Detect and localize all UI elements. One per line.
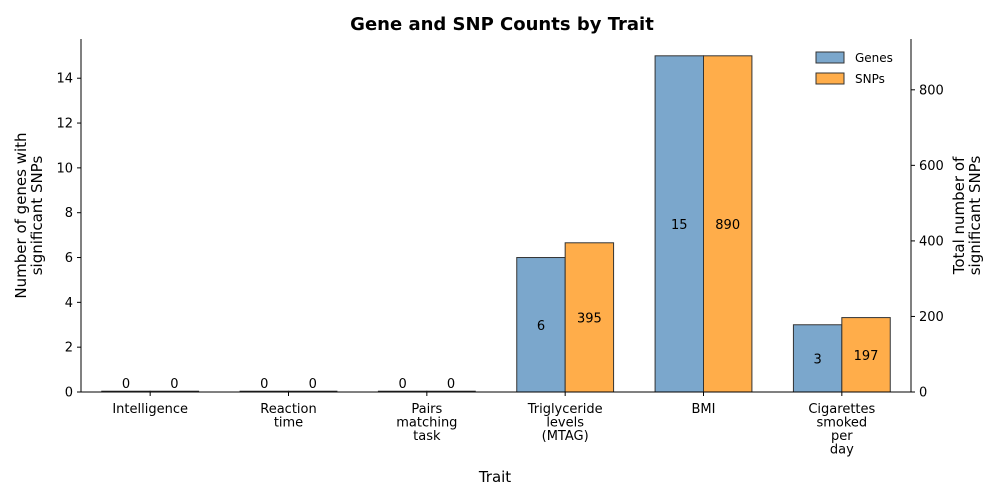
left-y-tick-label: 10 [56, 161, 73, 176]
data-label-snps: 0 [170, 377, 178, 392]
data-label-genes: 3 [813, 352, 821, 367]
legend-swatch-snps [815, 72, 845, 85]
data-label-genes: 0 [122, 377, 130, 392]
left-y-tick-label: 4 [65, 296, 73, 311]
axes [80, 39, 912, 393]
left-y-tick-label: 8 [65, 206, 73, 221]
legend-label-snps: SNPs [855, 72, 885, 86]
x-tick-label: Cigarettes smoked per day [808, 402, 875, 458]
x-tick-label: Triglyceride levels (MTAG) [527, 402, 603, 444]
right-y-tick-label: 0 [919, 386, 927, 401]
bar-snps [841, 317, 891, 393]
data-label-snps: 197 [854, 349, 879, 364]
left-y-tick-label: 0 [65, 386, 73, 401]
right-y-tick-label: 200 [919, 310, 944, 325]
x-tick-label: BMI [692, 402, 716, 417]
x-tick-label: Pairs matching task [396, 402, 457, 444]
left-y-tick-label: 6 [65, 251, 73, 266]
data-label-snps: 0 [447, 377, 455, 392]
x-tick-label: Reaction time [260, 402, 316, 431]
right-y-axis-ticks: 0 200 400 600 800 [911, 83, 944, 401]
bar-genes [792, 324, 843, 393]
left-y-axis-ticks: 0 2 4 6 8 10 12 14 [56, 72, 81, 401]
data-label-genes: 0 [260, 377, 268, 392]
data-label-genes: 6 [537, 319, 545, 334]
plot-area: 0 0 0 0 0 0 6 395 15 890 3 197 [101, 55, 891, 393]
left-y-tick-label: 12 [56, 117, 73, 132]
data-label-genes: 15 [671, 218, 688, 233]
x-axis-ticks: Intelligence Reaction time Pairs matching tas… [112, 392, 876, 458]
x-tick-label: Intelligence [112, 402, 188, 417]
legend: Genes SNPs [815, 51, 893, 86]
bar-snps [703, 55, 753, 393]
bar-snps [564, 242, 615, 393]
left-y-tick-label: 14 [56, 72, 73, 87]
right-y-tick-label: 800 [919, 83, 944, 98]
legend-label-genes: Genes [855, 51, 893, 65]
x-axis-label: Trait [478, 468, 511, 486]
data-label-snps: 395 [577, 311, 602, 326]
right-y-tick-label: 400 [919, 234, 944, 249]
data-label-snps: 890 [715, 218, 740, 233]
right-y-axis-label: Total number ofsignificant SNPs [950, 156, 984, 276]
data-label-genes: 0 [398, 377, 406, 392]
legend-swatch-genes [815, 51, 845, 64]
left-y-tick-label: 2 [65, 341, 73, 356]
left-y-axis-label: Number of genes withsignificant SNPs [12, 132, 46, 298]
chart-title: Gene and SNP Counts by Trait [350, 14, 654, 35]
data-label-snps: 0 [309, 377, 317, 392]
right-y-tick-label: 600 [919, 159, 944, 174]
